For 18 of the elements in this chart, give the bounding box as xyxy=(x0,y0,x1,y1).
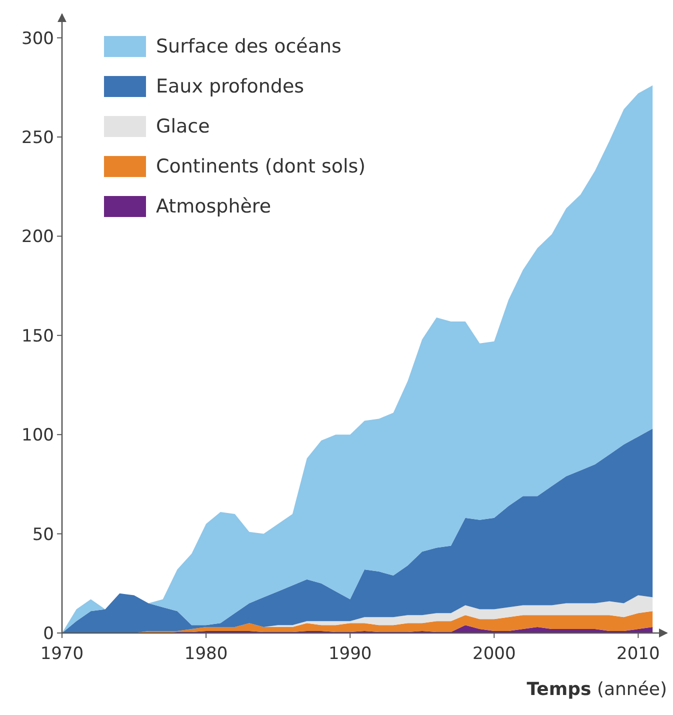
legend-label: Continents (dont sols) xyxy=(156,156,366,178)
legend-label: Eaux profondes xyxy=(156,76,304,98)
x-tick-label: 1980 xyxy=(184,644,228,664)
legend-label: Atmosphère xyxy=(156,196,272,218)
x-tick-label: 2010 xyxy=(616,644,660,664)
legend-label: Surface des océans xyxy=(156,36,342,58)
y-tick-label: 100 xyxy=(22,426,54,446)
legend-label: Glace xyxy=(156,116,210,138)
y-tick-label: 150 xyxy=(22,326,54,346)
x-axis-title: Temps (année) xyxy=(526,679,667,700)
x-tick-label: 1970 xyxy=(40,644,84,664)
y-tick-label: 50 xyxy=(32,524,54,545)
x-tick-label: 1990 xyxy=(328,644,372,664)
y-tick-label: 250 xyxy=(22,128,54,148)
y-tick-label: 0 xyxy=(43,624,54,644)
y-tick-label: 200 xyxy=(22,227,54,248)
y-tick-label: 300 xyxy=(22,28,54,49)
x-tick-label: 2000 xyxy=(472,644,516,664)
